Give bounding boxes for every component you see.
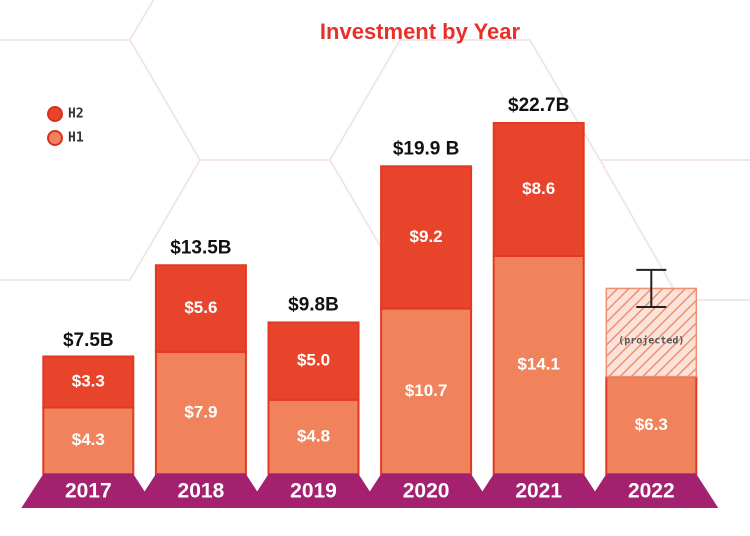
legend-label: H1 (68, 131, 84, 146)
value-label: $4.3 (72, 430, 105, 449)
total-label: $9.8B (288, 294, 339, 315)
legend-marker (47, 130, 63, 146)
x-tick-label: 2020 (403, 480, 450, 503)
value-label: $5.6 (184, 298, 217, 317)
bar-segment (42, 355, 135, 409)
total-label: $7.5B (63, 330, 114, 351)
year-band (359, 474, 494, 508)
value-label: $3.3 (72, 371, 105, 390)
bar-segment (492, 254, 585, 475)
error-bar (636, 268, 667, 309)
year-band (21, 474, 156, 508)
value-label: $14.1 (517, 354, 560, 373)
year-band (133, 474, 268, 508)
value-label: $7.9 (184, 402, 217, 421)
chart-title: Investment by Year (320, 19, 521, 44)
value-label: $4.8 (297, 426, 330, 445)
x-tick-label: 2022 (628, 480, 675, 503)
bar-segment (492, 122, 585, 257)
value-label: $6.3 (635, 415, 668, 434)
total-label: $22.7B (508, 95, 569, 116)
total-label: $13.5B (170, 237, 231, 258)
year-band (471, 474, 606, 508)
bar-segment (154, 350, 247, 476)
x-tick-label: 2019 (290, 480, 337, 503)
x-tick-label: 2017 (65, 480, 112, 503)
legend-label: H2 (68, 107, 84, 122)
bar-segment (154, 264, 247, 353)
background-pattern (0, 0, 750, 301)
value-label: $8.6 (522, 179, 555, 198)
value-label: $10.7 (405, 381, 448, 400)
bar-segment (267, 398, 360, 475)
bar-segment (267, 321, 360, 401)
bar-segment (380, 165, 473, 310)
year-band (584, 474, 719, 508)
total-label: $19.9 B (393, 138, 460, 159)
value-label: $9.2 (410, 227, 443, 246)
value-label: $5.0 (297, 351, 330, 370)
bar-segment (605, 375, 698, 476)
bar-segment (42, 406, 135, 475)
legend-marker (47, 106, 63, 122)
bar-segment (380, 307, 473, 475)
x-tick-label: 2021 (515, 480, 562, 503)
projected-label: (projected) (618, 335, 684, 347)
x-tick-label: 2018 (178, 480, 225, 503)
year-band (246, 474, 381, 508)
